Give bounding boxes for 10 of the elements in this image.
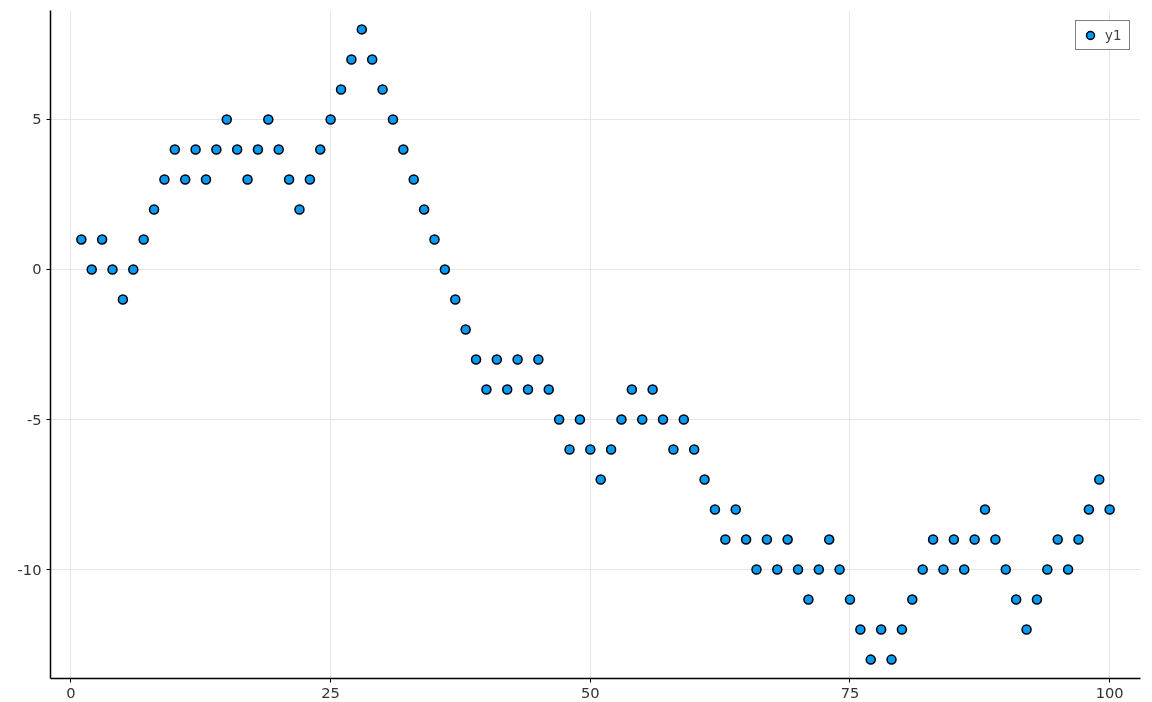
y-tick-label: 0 [32,260,42,278]
x-tick-label: 75 [840,683,860,701]
y-tick-label: -5 [26,410,42,428]
x-tick-label: 100 [1095,683,1124,701]
legend-label: y1 [1105,27,1123,43]
x-tick-label: 25 [321,683,340,701]
x-tick-label: 0 [66,683,76,701]
x-tick-label: 50 [580,683,600,701]
y-tick-label: 5 [32,110,42,128]
y-tick-label: -10 [17,560,42,578]
